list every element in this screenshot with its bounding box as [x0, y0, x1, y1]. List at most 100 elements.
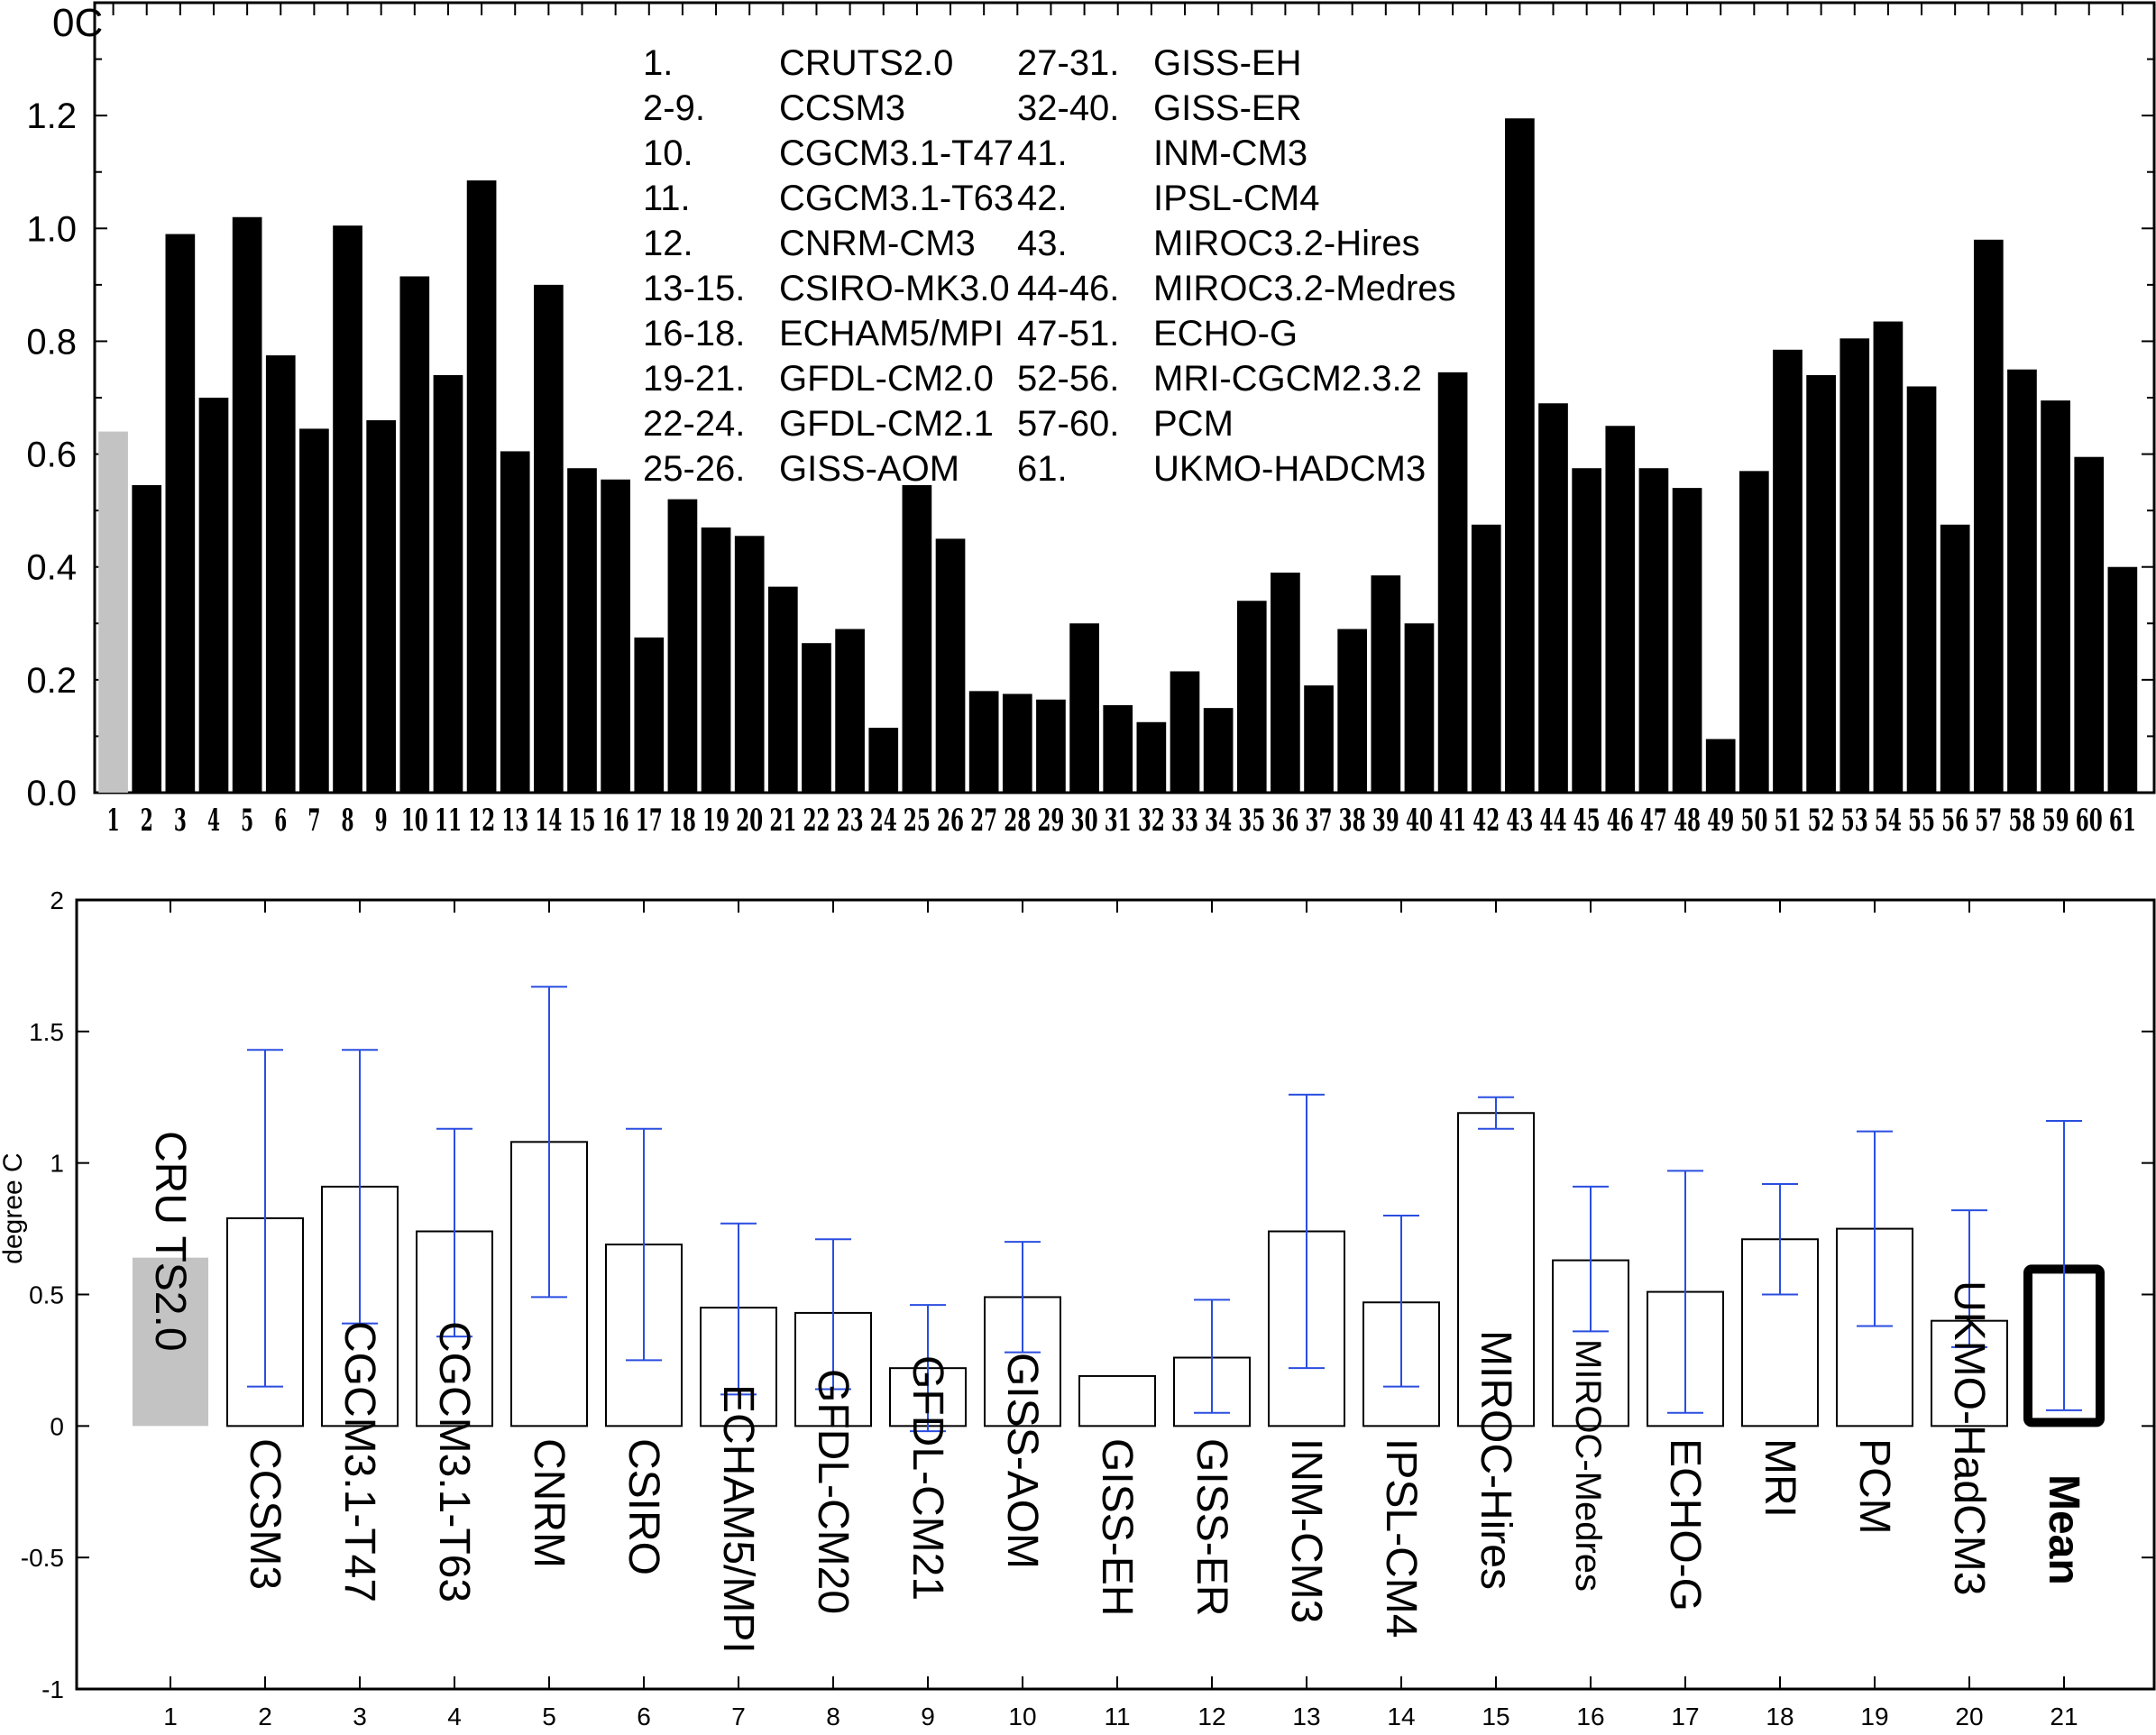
- top-y-tick-labels: 0.0 0.2 0.4 0.6 0.8 1.0 1.2: [26, 96, 77, 813]
- legend-model-name: GFDL-CM2.1: [779, 404, 994, 444]
- top-x-tick-label: 24: [870, 803, 897, 839]
- top-bar: [1036, 699, 1066, 793]
- top-bar: [802, 643, 831, 793]
- legend-model-name: GISS-ER: [1153, 88, 1301, 128]
- legend-model-name: CCSM3: [779, 88, 905, 128]
- legend-index: 10.: [643, 133, 693, 173]
- top-bar: [2107, 566, 2138, 793]
- bottom-x-tick-label: 19: [1860, 1703, 1888, 1730]
- top-bar: [1940, 524, 1970, 793]
- bottom-y-axis-label: degree C: [0, 1152, 28, 1263]
- bottom-model-label: CRU TS2.0: [146, 1131, 194, 1352]
- legend-model-name: PCM: [1153, 404, 1234, 444]
- top-x-tick-label: 28: [1004, 803, 1031, 839]
- bottom-y-tick-label: 1.5: [29, 1018, 64, 1046]
- bottom-y-tick-label: 2: [50, 886, 64, 914]
- top-x-tick-label: 30: [1071, 803, 1098, 839]
- top-bar: [868, 728, 899, 793]
- top-x-tick-label: 44: [1540, 803, 1567, 839]
- top-x-tick-label: 32: [1138, 803, 1165, 839]
- top-bar: [1839, 338, 1870, 793]
- top-bar: [835, 629, 865, 793]
- top-x-tick-label: 3: [174, 803, 187, 839]
- top-x-tick-label: 35: [1238, 803, 1265, 839]
- top-x-tick-label: 1: [107, 803, 120, 839]
- top-x-tick-label: 6: [274, 803, 287, 839]
- legend-index: 44-46.: [1017, 269, 1119, 308]
- bottom-x-tick-labels: 1 2 3 4 5 6 7 8 9 10 11 12 13 14 15 16 17 18 19 20 21: [163, 1703, 2078, 1730]
- bottom-y-tick-label: 1: [50, 1150, 64, 1178]
- legend-index: 57-60.: [1017, 404, 1119, 444]
- top-bar: [634, 637, 665, 793]
- top-bar: [1638, 468, 1669, 793]
- top-x-tick-label: 2: [141, 803, 153, 839]
- top-bar: [265, 355, 296, 793]
- bottom-model-label: CNRM: [525, 1438, 573, 1568]
- top-x-tick-label: 49: [1707, 803, 1734, 839]
- top-bar: [466, 180, 497, 794]
- top-bar: [1572, 468, 1601, 793]
- top-bar: [132, 484, 162, 793]
- top-y-tick-label: 1.2: [26, 96, 77, 136]
- top-x-tick-labels: 1 2 3 4 5 6 7 8 9 10 11 12 13 14 15 16 17 18 19 20 21 22 23 24 2…: [107, 803, 2136, 839]
- top-bar: [701, 527, 731, 793]
- bottom-model-label: CSIRO: [619, 1438, 667, 1575]
- legend-model-name: GISS-AOM: [779, 449, 959, 489]
- bottom-x-tick-label: 2: [258, 1703, 272, 1730]
- top-y-axis-unit: 0C: [52, 1, 103, 45]
- bottom-x-tick-label: 14: [1387, 1703, 1415, 1730]
- bottom-x-tick-label: 3: [353, 1703, 367, 1730]
- top-x-tick-label: 61: [2109, 803, 2136, 839]
- bottom-model-label: Mean: [2040, 1474, 2087, 1585]
- top-bar: [165, 234, 196, 793]
- legend-model-name: UKMO-HADCM3: [1153, 449, 1426, 489]
- top-x-tick-label: 21: [769, 803, 796, 839]
- legend-index: 41.: [1017, 133, 1068, 173]
- top-x-tick-label: 46: [1607, 803, 1634, 839]
- top-bar: [2041, 400, 2070, 793]
- top-bar: [1705, 739, 1736, 793]
- top-bar: [567, 468, 597, 793]
- top-bars: [98, 118, 2138, 794]
- legend-model-name: CGCM3.1-T63: [779, 179, 1014, 218]
- bottom-x-tick-label: 18: [1766, 1703, 1794, 1730]
- top-x-tick-label: 43: [1506, 803, 1533, 839]
- legend-model-name: GISS-EH: [1153, 43, 1301, 83]
- top-bar: [366, 420, 397, 793]
- top-bar: [198, 398, 229, 793]
- top-x-tick-label: 48: [1674, 803, 1701, 839]
- top-x-tick-label: 58: [2008, 803, 2035, 839]
- legend-index: 16-18.: [643, 314, 745, 353]
- bottom-x-tick-label: 12: [1197, 1703, 1225, 1730]
- bottom-tick-marks: [77, 899, 2154, 1690]
- top-x-tick-label: 42: [1473, 803, 1500, 839]
- top-x-tick-label: 51: [1774, 803, 1801, 839]
- bottom-model-label: GFDL-CM20: [809, 1369, 857, 1614]
- legend-index: 52-56.: [1017, 359, 1119, 399]
- bottom-model-label: MRI: [1756, 1438, 1803, 1518]
- top-x-tick-label: 19: [702, 803, 729, 839]
- bottom-bar-observed: [133, 1257, 208, 1427]
- top-y-tick-label: 0.0: [26, 774, 77, 813]
- bottom-y-tick-labels: -1 -0.5 0 0.5 1 1.5 2: [21, 886, 64, 1703]
- bottom-x-tick-label: 10: [1008, 1703, 1036, 1730]
- top-x-tick-label: 60: [2076, 803, 2103, 839]
- top-bar: [1069, 623, 1099, 793]
- bottom-x-tick-label: 21: [2050, 1703, 2078, 1730]
- legend-index: 11.: [643, 179, 691, 218]
- bottom-bar: [1078, 1374, 1156, 1427]
- legend-model-name: INM-CM3: [1153, 133, 1307, 173]
- top-x-tick-label: 55: [1908, 803, 1935, 839]
- bottom-chart: -1-0.500.511.52 1 2 3 4 5 6 7 8 9 10 11 12 13 14 15 16 1…: [0, 886, 2156, 1730]
- top-bar: [1873, 321, 1904, 793]
- top-x-tick-label: 47: [1640, 803, 1667, 839]
- top-x-tick-label: 29: [1037, 803, 1064, 839]
- top-bar: [667, 499, 698, 793]
- top-bar: [734, 536, 765, 793]
- top-y-tick-label: 1.0: [26, 209, 77, 249]
- top-x-tick-label: 16: [602, 803, 629, 839]
- bottom-model-label: GISS-AOM: [998, 1353, 1046, 1569]
- top-bar: [1672, 488, 1702, 793]
- top-x-tick-label: 45: [1573, 803, 1601, 839]
